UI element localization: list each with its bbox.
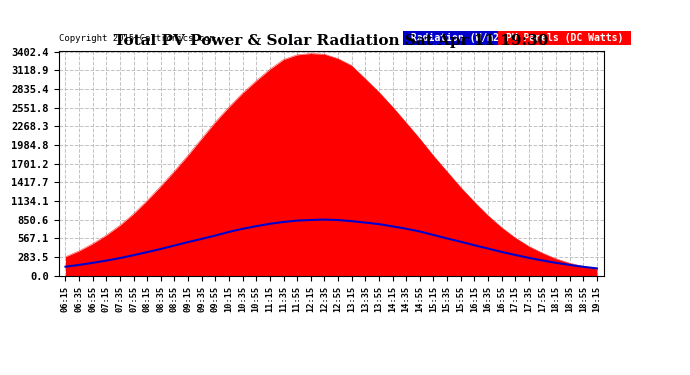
Text: Copyright 2015 Cartronics.com: Copyright 2015 Cartronics.com: [59, 34, 215, 43]
Text: PV Panels (DC Watts): PV Panels (DC Watts): [500, 33, 629, 43]
Title: Total PV Power & Solar Radiation Sat Apr 11 19:30: Total PV Power & Solar Radiation Sat Apr…: [114, 34, 549, 48]
Text: Radiation (W/m2): Radiation (W/m2): [405, 33, 511, 43]
